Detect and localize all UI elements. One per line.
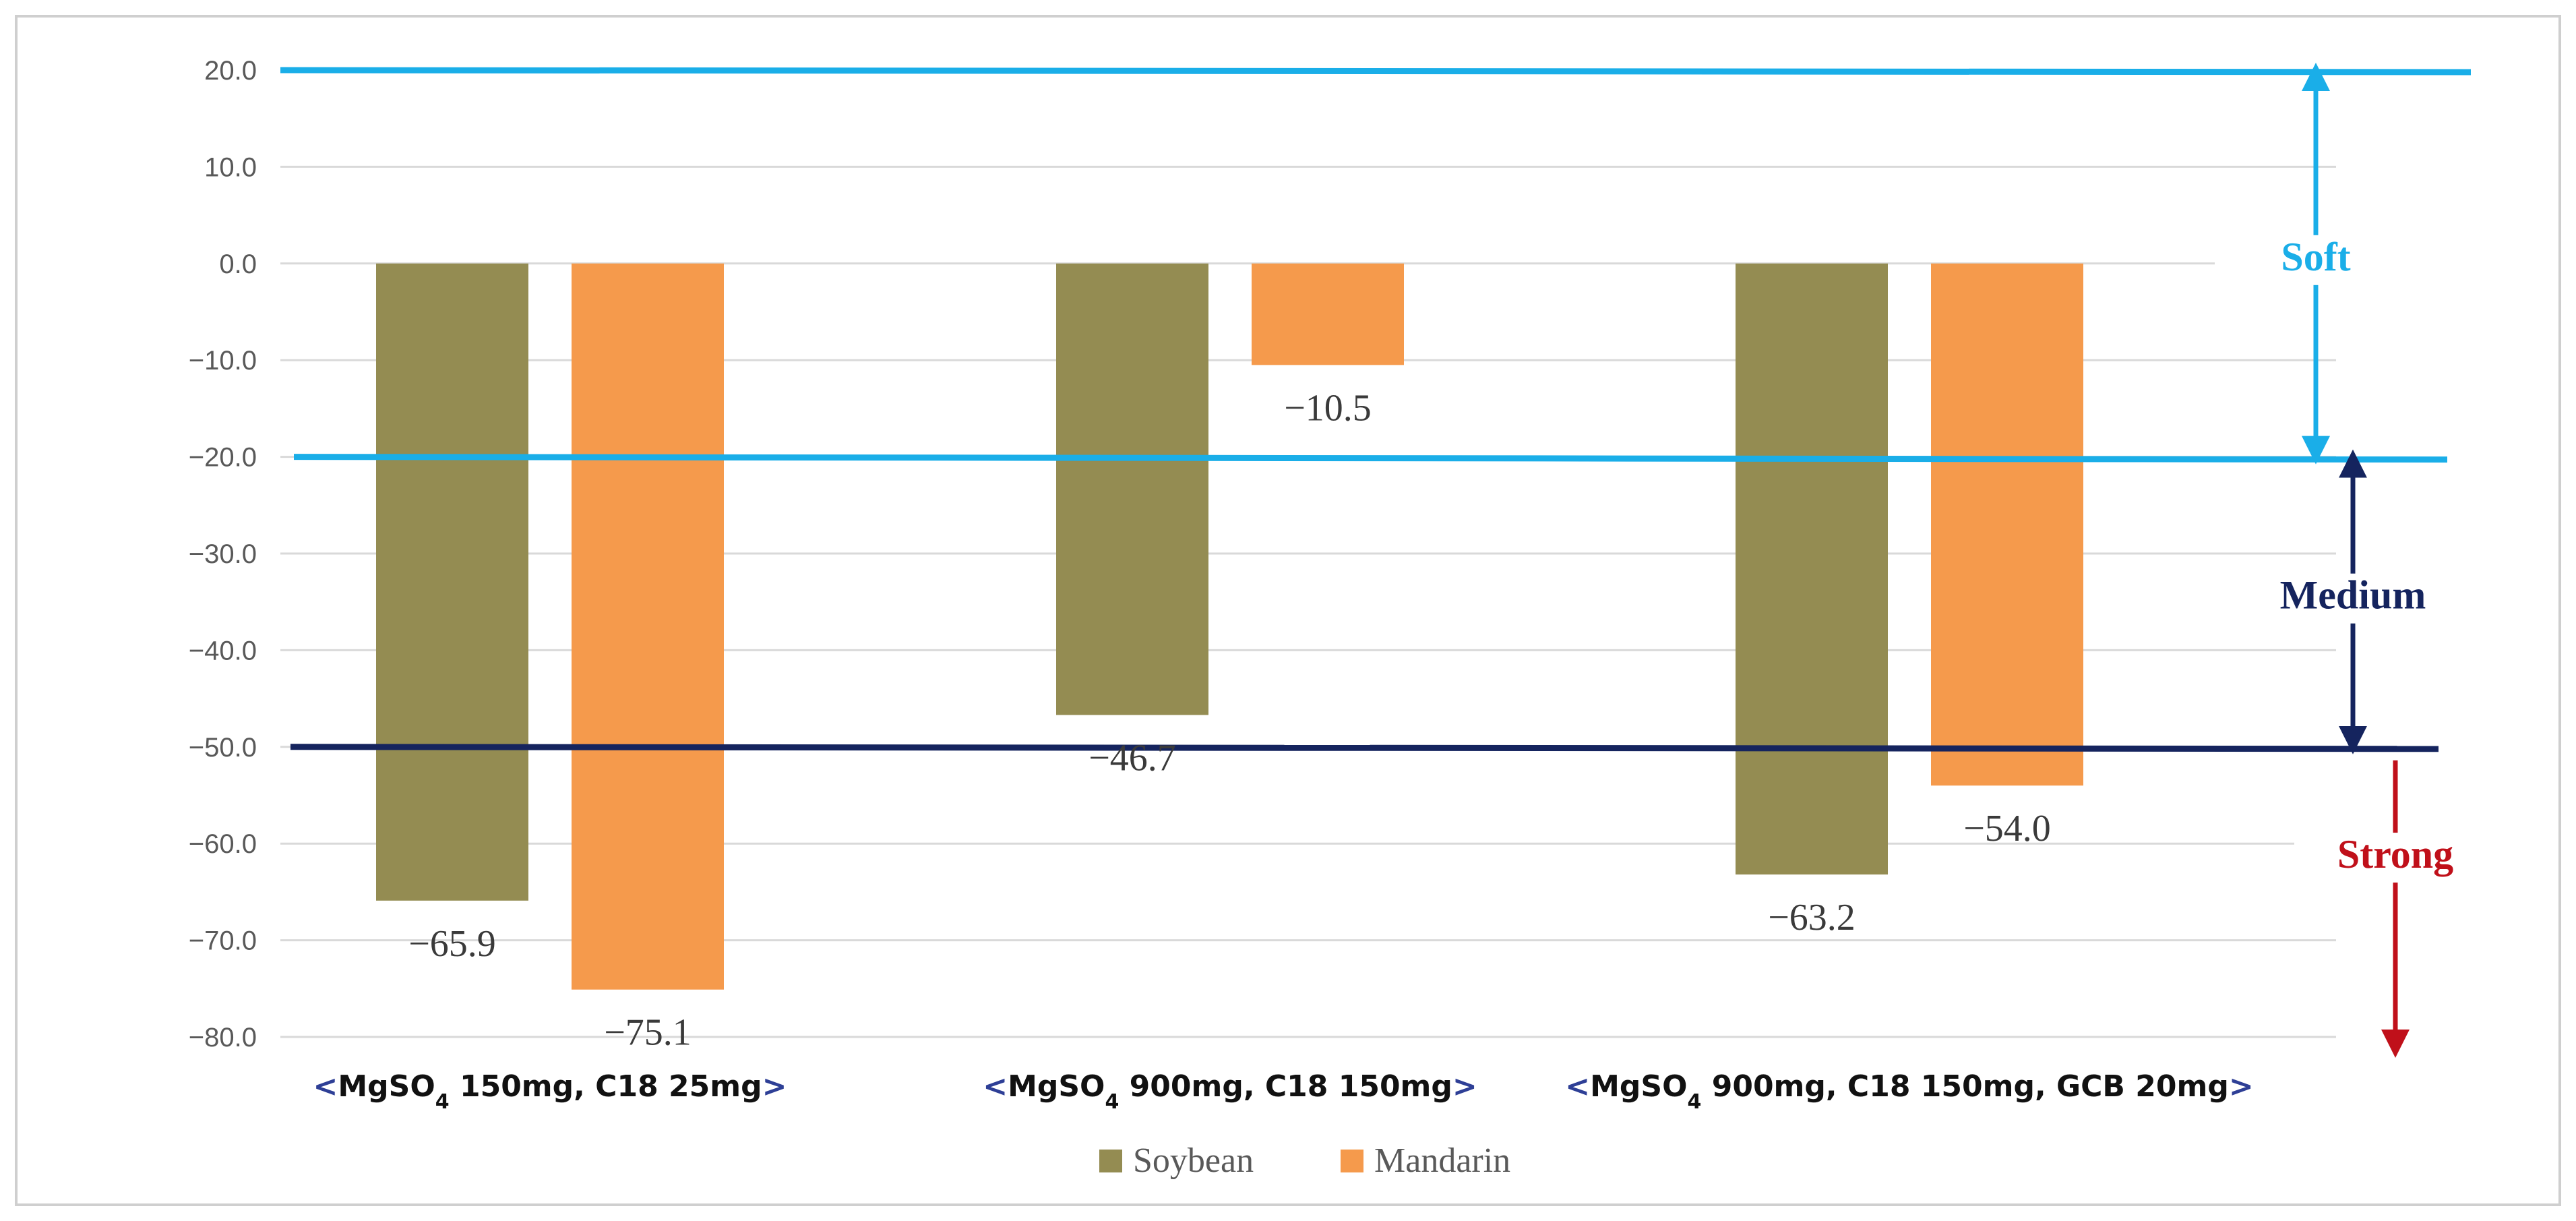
data-label-soybean-3: −63.2: [1768, 897, 1856, 939]
category-label-pre: MgSO: [1008, 1069, 1105, 1104]
bar-soybean-2: [1056, 263, 1208, 715]
category-label-open: <: [313, 1069, 338, 1104]
y-tick-label: −10.0: [189, 346, 257, 376]
category-label-sub: 4: [1105, 1090, 1119, 1114]
y-tick-label: −50.0: [189, 733, 257, 763]
y-tick-label: −40.0: [189, 636, 257, 665]
category-label-close: >: [1452, 1069, 1477, 1104]
bar-mandarin-3: [1931, 263, 2083, 786]
zone-label-strong: Strong: [2337, 832, 2453, 876]
legend-swatch-mandarin: [1341, 1150, 1363, 1172]
bar-chart: 20.0 10.0 0.0 −10.0 −20.0 −30.0 −40.0 −50.0 −60.…: [189, 56, 2496, 1180]
y-tick-label: −20.0: [189, 443, 257, 473]
data-label-soybean-2: −46.7: [1088, 737, 1176, 779]
y-tick-label: −80.0: [189, 1023, 257, 1052]
data-label-mandarin-1: −75.1: [604, 1012, 692, 1054]
category-labels: <MgSO4 150mg, C18 25mg> <MgSO4 900mg, C18…: [313, 1069, 2254, 1114]
legend: Soybean Mandarin: [1099, 1141, 1510, 1180]
legend-swatch-soybean: [1099, 1150, 1122, 1172]
category-label-post: 900mg, C18 150mg: [1119, 1069, 1452, 1104]
reference-lines: [280, 67, 2472, 752]
zone-label-background: [2294, 833, 2496, 883]
category-label-post: 150mg, C18 25mg: [450, 1069, 762, 1104]
y-tick-label: −60.0: [189, 829, 257, 859]
zone-label-background: [2215, 235, 2417, 285]
y-axis-ticks: 20.0 10.0 0.0 −10.0 −20.0 −30.0 −40.0 −50.0 −60.…: [189, 56, 257, 1052]
category-label-3: <MgSO4 900mg, C18 150mg, GCB 20mg>: [1565, 1069, 2253, 1114]
reference-line-1: [280, 67, 2472, 76]
y-tick-label: 0.0: [219, 249, 257, 279]
legend-label-mandarin: Mandarin: [1374, 1141, 1510, 1180]
data-label-mandarin-3: −54.0: [1963, 808, 2051, 850]
data-labels: −65.9 −46.7 −63.2 −75.1 −10.5 −54.0: [408, 387, 2051, 1053]
zone-annotations: Soft Medium Strong: [2215, 63, 2496, 1058]
bar-mandarin-2: [1252, 263, 1404, 365]
bars: [376, 263, 2083, 990]
bar-soybean-3: [1736, 263, 1888, 875]
category-label-close: >: [2229, 1069, 2254, 1104]
legend-label-soybean: Soybean: [1133, 1141, 1254, 1180]
chart-frame: 20.0 10.0 0.0 −10.0 −20.0 −30.0 −40.0 −50.0 −60.…: [15, 15, 2561, 1206]
zone-label-medium: Medium: [2280, 573, 2426, 618]
category-label-sub: 4: [435, 1090, 450, 1114]
data-label-soybean-1: −65.9: [408, 923, 496, 965]
category-label-1: <MgSO4 150mg, C18 25mg>: [313, 1069, 787, 1114]
y-tick-label: 10.0: [204, 152, 257, 182]
zone-label-soft: Soft: [2281, 235, 2350, 279]
category-label-sub: 4: [1688, 1090, 1702, 1114]
category-label-pre: MgSO: [1590, 1069, 1687, 1104]
reference-line-2: [293, 454, 2448, 463]
y-tick-label: −30.0: [189, 539, 257, 569]
category-label-close: >: [762, 1069, 787, 1104]
zone-label-background: [2252, 573, 2454, 624]
data-label-mandarin-2: −10.5: [1284, 387, 1372, 429]
bar-mandarin-1: [572, 263, 724, 990]
reference-line-3: [290, 744, 2439, 752]
category-label-2: <MgSO4 900mg, C18 150mg>: [983, 1069, 1477, 1114]
y-tick-label: −70.0: [189, 926, 257, 956]
bar-soybean-1: [376, 263, 528, 901]
y-tick-label: 20.0: [204, 56, 257, 86]
category-label-pre: MgSO: [338, 1069, 435, 1104]
category-label-post: 900mg, C18 150mg, GCB 20mg: [1701, 1069, 2228, 1104]
category-label-open: <: [1565, 1069, 1590, 1104]
category-label-open: <: [983, 1069, 1008, 1104]
